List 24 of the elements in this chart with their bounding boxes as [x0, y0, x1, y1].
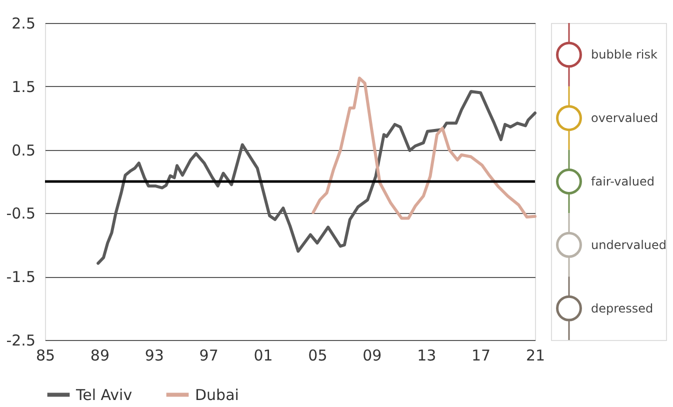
y-tick-label: 1.5: [12, 78, 36, 96]
x-tick-label: 09: [362, 346, 382, 364]
x-tick-label: 97: [199, 346, 218, 364]
x-tick-label: 21: [526, 346, 546, 364]
text: depressed: [591, 301, 654, 316]
x-tick-label: 05: [308, 346, 328, 364]
line-series: [312, 76, 536, 220]
x-tick-label: 93: [144, 346, 164, 364]
y-tick-label: -2.5: [6, 332, 36, 350]
x-tick-label: 89: [90, 346, 110, 364]
y-tick-label: -0.5: [6, 204, 36, 223]
text: overvalued: [591, 111, 658, 126]
text: fair-valued: [591, 174, 654, 188]
x-tick-label: 01: [254, 346, 273, 364]
legend-label: Tel Aviv: [75, 386, 132, 404]
y-tick-label: -1.5: [6, 268, 36, 286]
legend-label: Dubai: [195, 386, 239, 404]
text: bubble risk: [591, 48, 658, 62]
y-tick-label: 2.5: [12, 14, 36, 32]
x-tick-label: 85: [36, 346, 56, 364]
y-tick-label: 0.5: [12, 141, 36, 160]
x-tick-label: 13: [417, 346, 436, 364]
text: undervalued: [591, 238, 667, 252]
x-tick-label: 17: [472, 346, 491, 364]
